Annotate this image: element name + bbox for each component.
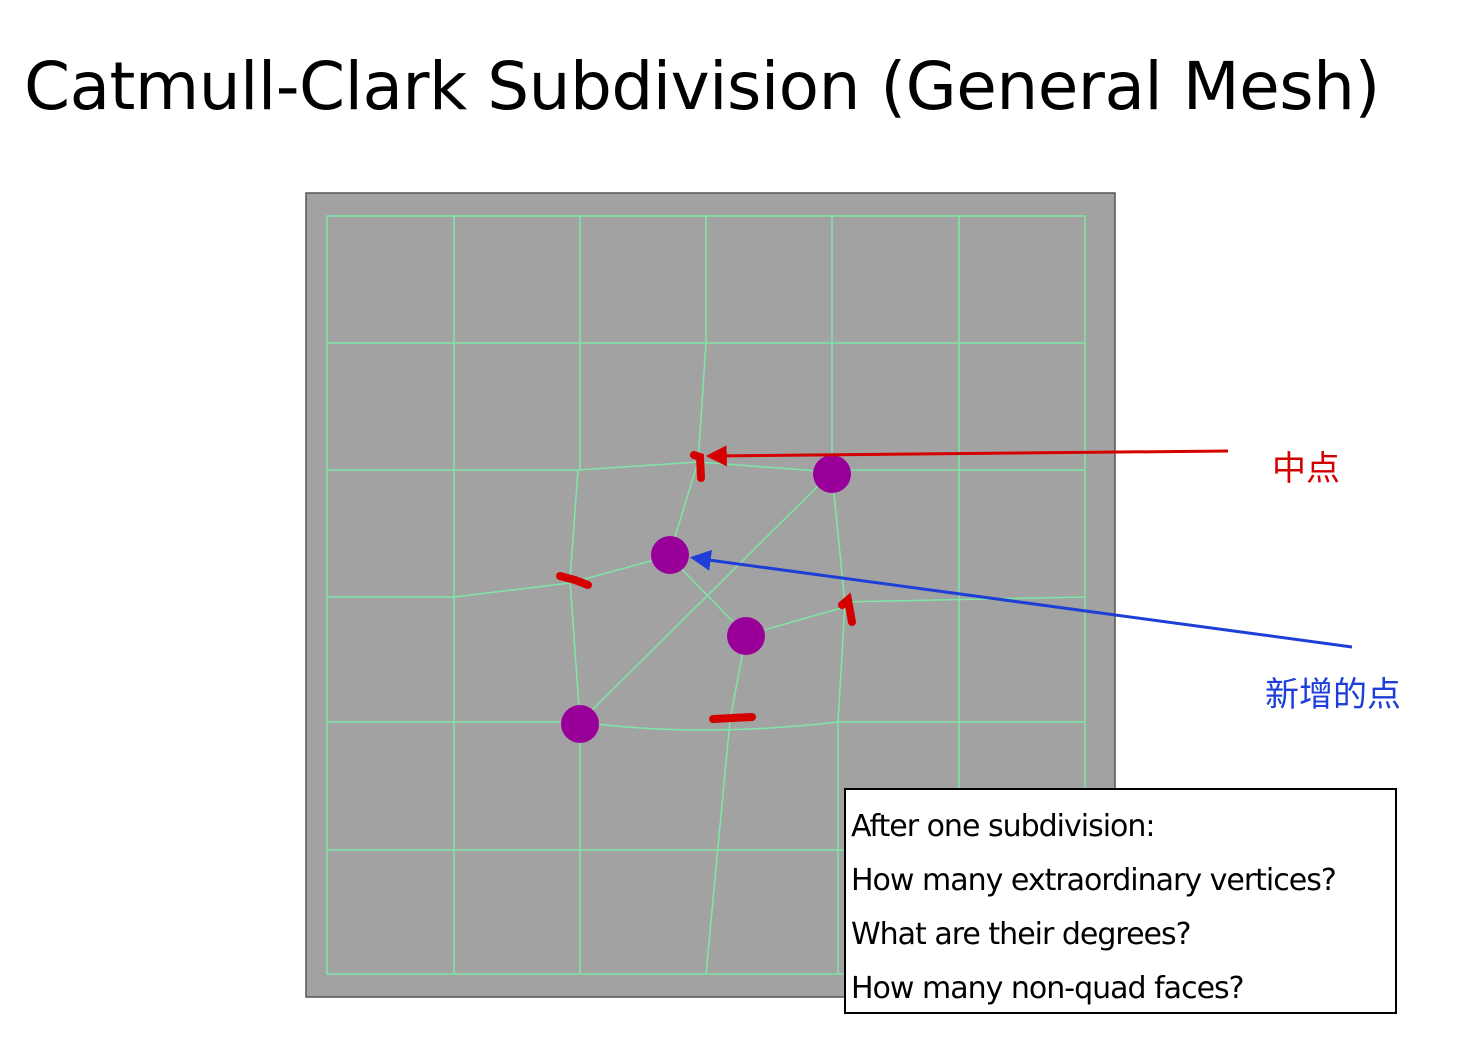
new-point-label: 新增的点: [1265, 675, 1401, 715]
slide-title: Catmull-Clark Subdivision (General Mesh): [24, 48, 1380, 125]
mesh-edge: [579, 721, 839, 731]
mesh-edge: [837, 604, 846, 723]
mesh-edge: [705, 719, 731, 975]
midpoint-label: 中点: [1272, 449, 1340, 489]
question-box: After one subdivision: How many extraord…: [844, 788, 1397, 1014]
mesh-edge: [579, 471, 833, 723]
mesh-edge: [569, 579, 581, 723]
mesh-edge: [831, 471, 846, 606]
midpoint-mark: [709, 713, 756, 723]
mesh-edge: [577, 461, 699, 471]
question-line: After one subdivision:: [851, 809, 1156, 844]
question-line: How many extraordinary vertices?: [851, 863, 1337, 898]
mesh-edge: [839, 596, 1086, 603]
mesh-edge: [569, 469, 579, 581]
midpoint-mark: [556, 572, 592, 589]
vertex-dot: [727, 617, 765, 655]
mesh-edge: [453, 582, 571, 598]
new-point-arrow: [689, 549, 1353, 649]
vertex-dot: [561, 705, 599, 743]
mesh-edge: [697, 342, 707, 463]
question-line: What are their degrees?: [851, 917, 1192, 952]
vertex-dot: [651, 536, 689, 574]
midpoint-marks: [556, 451, 856, 723]
vertex-dots: [561, 455, 851, 743]
midpoint-arrow: [705, 445, 1229, 467]
question-line: How many non-quad faces?: [851, 971, 1245, 1006]
vertex-dot: [813, 455, 851, 493]
midpoint-mark: [838, 592, 856, 626]
midpoint-mark: [690, 451, 705, 482]
